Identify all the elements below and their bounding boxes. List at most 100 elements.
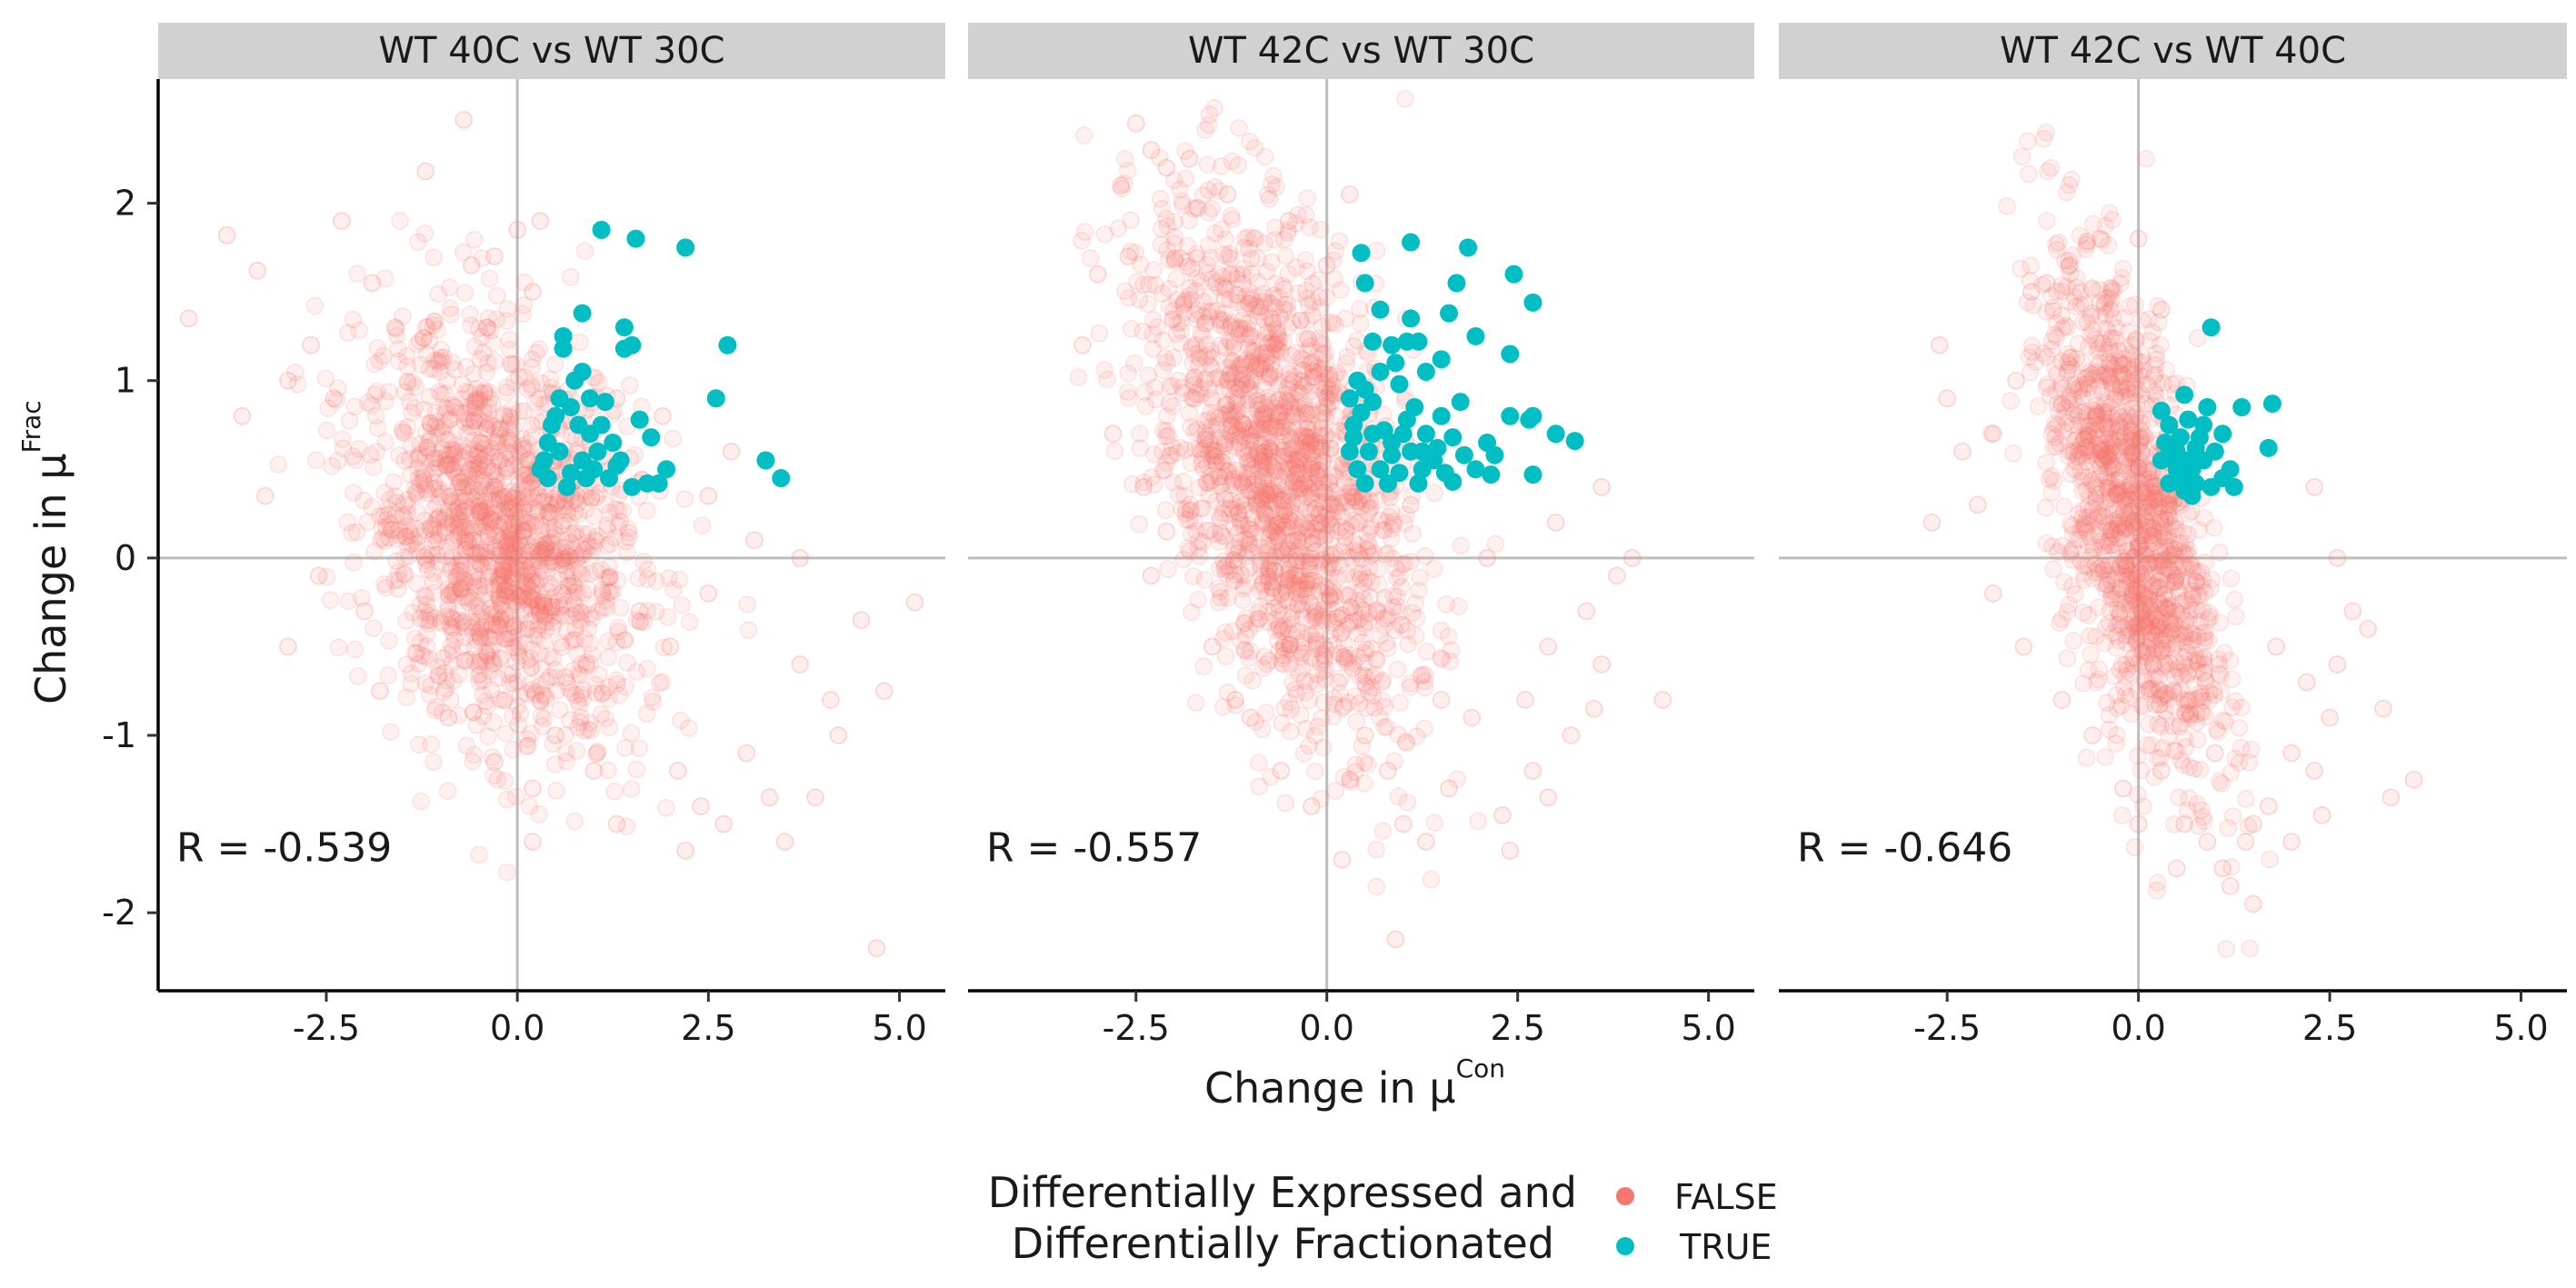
point-true — [1340, 389, 1359, 408]
point-false — [457, 383, 475, 401]
point-false — [414, 468, 433, 487]
point-false — [587, 532, 606, 551]
point-false — [672, 711, 690, 730]
legend-key-true — [1616, 1237, 1634, 1255]
point-false — [486, 602, 504, 620]
point-false — [1159, 560, 1177, 578]
point-false — [398, 357, 416, 375]
point-false — [653, 673, 672, 691]
point-false — [571, 611, 589, 629]
point-false — [568, 583, 587, 602]
point-false — [2103, 211, 2122, 229]
point-false — [564, 630, 583, 649]
point-true — [2198, 398, 2217, 417]
point-false — [572, 684, 590, 704]
point-true — [626, 229, 645, 248]
point-false — [509, 715, 527, 734]
point-false — [1246, 359, 1265, 378]
point-false — [544, 578, 562, 597]
point-false — [437, 538, 456, 556]
point-false — [2120, 456, 2138, 474]
point-false — [1371, 511, 1390, 530]
point-false — [1260, 573, 1278, 591]
point-false — [414, 400, 434, 419]
point-false — [2082, 280, 2102, 299]
point-false — [2036, 498, 2055, 517]
point-false — [579, 619, 598, 638]
point-false — [405, 629, 424, 648]
point-false — [637, 501, 656, 520]
point-false — [422, 735, 440, 754]
x-tick-label: 0.0 — [2111, 1008, 2165, 1048]
point-false — [1182, 418, 1200, 436]
point-false — [1325, 498, 1344, 517]
point-false — [465, 446, 484, 465]
point-false — [424, 753, 443, 771]
point-false — [535, 548, 554, 567]
point-false — [420, 359, 439, 378]
point-false — [575, 242, 594, 260]
point-false — [491, 648, 509, 667]
point-false — [2212, 666, 2230, 684]
point-false — [570, 559, 589, 578]
point-false — [2175, 545, 2193, 564]
point-false — [574, 681, 593, 699]
point-false — [494, 503, 512, 522]
point-false — [464, 451, 482, 469]
point-false — [410, 447, 428, 465]
point-false — [589, 374, 608, 392]
point-false — [408, 504, 426, 522]
point-false — [528, 591, 546, 610]
point-false — [471, 653, 490, 671]
point-false — [1272, 762, 1291, 780]
point-false — [344, 484, 363, 502]
point-false — [1478, 549, 1496, 567]
point-false — [1269, 595, 1288, 614]
point-false — [562, 551, 580, 570]
point-false — [1115, 150, 1134, 168]
point-false — [519, 619, 537, 638]
point-true — [595, 393, 614, 412]
point-false — [1248, 400, 1267, 419]
point-false — [1125, 354, 1143, 373]
point-false — [569, 664, 588, 684]
x-tick-label: 2.5 — [681, 1008, 735, 1048]
point-false — [1516, 691, 1534, 709]
point-false — [1653, 691, 1672, 709]
point-false — [495, 772, 514, 790]
point-false — [1922, 514, 1942, 532]
point-false — [2131, 553, 2150, 572]
point-false — [435, 664, 454, 682]
point-false — [867, 939, 886, 957]
point-false — [460, 484, 478, 503]
point-false — [2096, 446, 2114, 464]
point-false — [481, 389, 500, 408]
point-false — [537, 544, 556, 563]
point-false — [1389, 787, 1408, 806]
point-false — [1229, 504, 1248, 524]
point-false — [2343, 602, 2362, 621]
point-false — [572, 613, 591, 631]
point-false — [471, 554, 489, 573]
point-false — [458, 424, 476, 443]
point-true — [581, 389, 600, 408]
point-false — [1257, 704, 1275, 722]
point-false — [1338, 347, 1356, 366]
point-false — [1355, 753, 1373, 772]
point-false — [508, 578, 526, 597]
point-false — [523, 657, 541, 675]
point-false — [1312, 709, 1331, 728]
point-false — [566, 524, 584, 542]
point-false — [514, 566, 533, 585]
point-false — [2152, 762, 2171, 780]
point-false — [616, 677, 634, 696]
point-false — [2074, 674, 2092, 693]
point-false — [1218, 372, 1237, 390]
correlation-annotation: R = -0.539 — [176, 825, 392, 872]
point-false — [598, 516, 616, 534]
point-false — [1131, 424, 1149, 443]
point-false — [454, 552, 472, 571]
point-false — [498, 487, 517, 505]
point-false — [1313, 645, 1333, 664]
point-false — [508, 559, 526, 578]
